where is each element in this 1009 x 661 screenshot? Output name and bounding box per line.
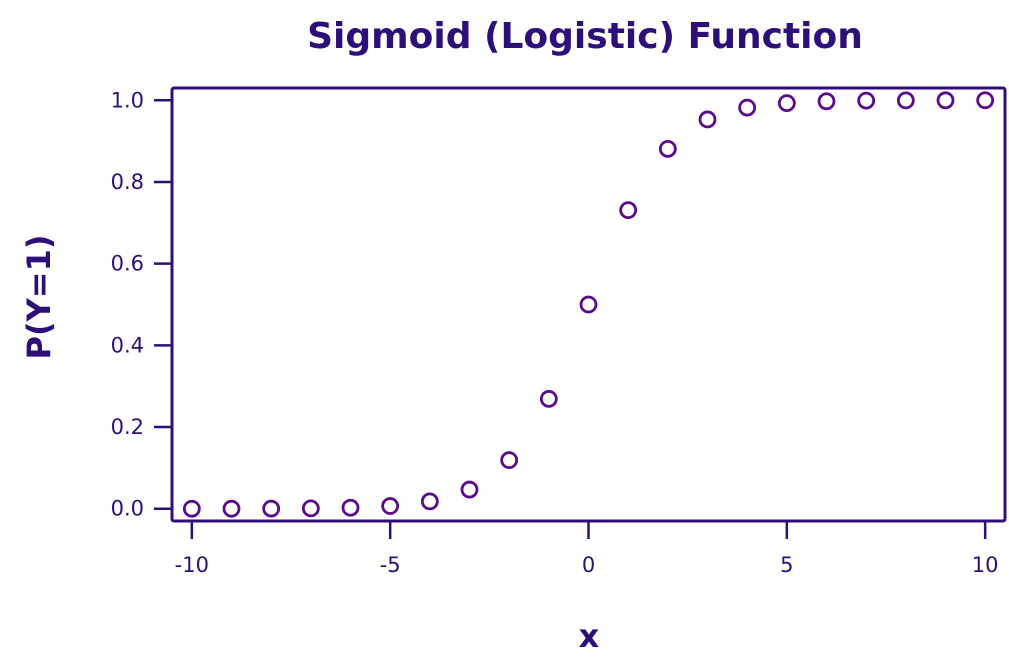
data-point [738,98,757,117]
data-point [539,389,558,408]
data-point [896,91,915,110]
data-point [698,110,717,129]
x-tick-label: 5 [780,553,793,577]
y-tick-label: 0.8 [111,170,144,194]
y-tick-label: 0.2 [111,415,144,439]
y-tick-label: 0.6 [111,252,144,276]
data-point [817,92,836,111]
y-axis: 0.0 0.2 0.4 0.6 0.8 1.0 [111,88,172,521]
plot-frame [170,86,1007,523]
data-point [381,497,400,515]
data-points [182,91,995,518]
data-point [976,91,995,110]
x-tick-label: -5 [380,553,401,577]
data-point [936,91,955,110]
x-axis-label: x [579,617,600,655]
data-point [182,499,201,518]
data-point [777,94,796,113]
data-point [262,499,281,518]
data-point [658,139,677,158]
y-tick-label: 0.0 [111,497,144,521]
x-tick-label: 10 [972,553,999,577]
x-tick-label: 0 [582,553,595,577]
y-tick-label: 1.0 [111,88,144,112]
data-point [420,492,439,511]
x-tick-label: -10 [175,553,209,577]
chart-title: Sigmoid (Logistic) Function [307,16,863,57]
data-point [460,480,479,499]
data-point [857,91,876,110]
x-axis: -10 -5 0 5 10 [175,521,999,577]
data-point [341,498,360,517]
data-point [222,499,241,518]
data-point [500,451,519,470]
data-point [301,499,320,518]
data-point [579,295,598,314]
data-point [619,201,638,220]
y-axis-label: P(Y=1) [20,235,58,360]
y-tick-label: 0.4 [111,333,144,357]
